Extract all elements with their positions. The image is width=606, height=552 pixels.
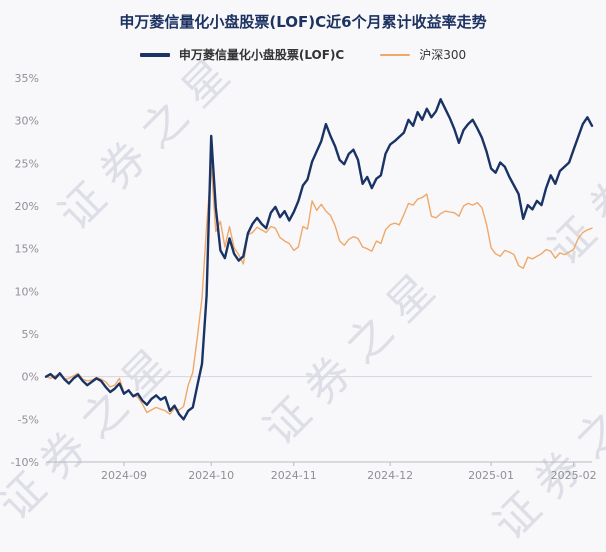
y-axis-label: 30% bbox=[15, 115, 39, 128]
legend-item-hs300: 沪深300 bbox=[380, 46, 466, 63]
fund-line-swatch bbox=[139, 52, 170, 57]
legend-label-hs300: 沪深300 bbox=[419, 48, 467, 62]
x-axis-label: 2024-10 bbox=[188, 469, 234, 482]
series-line-1 bbox=[44, 98, 594, 421]
legend-label-fund: 申万菱信量化小盘股票(LOF)C bbox=[178, 48, 345, 62]
x-axis-label: 2024-09 bbox=[101, 469, 147, 482]
x-axis-label: 2025-01 bbox=[468, 469, 514, 482]
y-axis-label: 0% bbox=[22, 371, 39, 384]
y-axis-label: 15% bbox=[15, 243, 39, 256]
y-axis-label: -5% bbox=[18, 413, 39, 426]
y-axis-label: 25% bbox=[15, 157, 39, 170]
y-axis-label: 20% bbox=[15, 200, 39, 213]
x-axis-label: 2024-12 bbox=[367, 469, 413, 482]
y-axis-label: 35% bbox=[15, 72, 39, 85]
y-axis-label: 5% bbox=[22, 328, 39, 341]
x-axis-label: 2025-02 bbox=[551, 469, 597, 482]
x-axis-label: 2024-11 bbox=[271, 469, 317, 482]
chart-title: 申万菱信量化小盘股票(LOF)C近6个月累计收益率走势 bbox=[119, 13, 487, 31]
y-axis-label: 10% bbox=[15, 285, 39, 298]
line-chart: -10% -5% 0% 5% 10% 15% 20% 25% 30% 35% 2024-09 2024… bbox=[11, 72, 597, 482]
chart-legend: 申万菱信量化小盘股票(LOF)C 沪深300 bbox=[0, 46, 606, 63]
index-line-swatch bbox=[380, 53, 411, 56]
y-axis-label: -10% bbox=[11, 456, 39, 469]
chart-page: 证券之星 证券之星 证券之星 证券之星 证券之星 申万菱信量化小盘股票(LOF)… bbox=[0, 13, 606, 550]
legend-item-fund: 申万菱信量化小盘股票(LOF)C bbox=[139, 46, 345, 63]
series-line-2 bbox=[45, 164, 593, 415]
